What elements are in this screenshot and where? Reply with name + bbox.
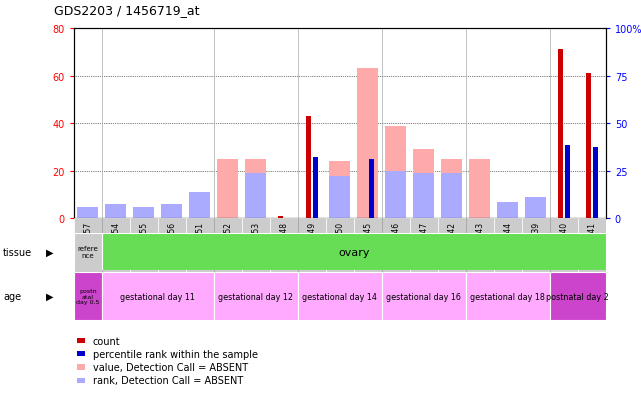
Bar <box>133 207 154 219</box>
Bar <box>410 219 438 275</box>
Text: percentile rank within the sample: percentile rank within the sample <box>93 349 258 359</box>
Bar <box>270 219 297 275</box>
Text: age: age <box>3 291 21 301</box>
Bar <box>74 219 102 275</box>
Bar <box>158 219 186 275</box>
Bar <box>213 219 242 275</box>
Bar <box>565 145 570 219</box>
Text: GSM120842: GSM120842 <box>447 222 456 268</box>
Text: count: count <box>93 336 121 346</box>
Bar <box>133 207 154 219</box>
Bar <box>525 197 546 219</box>
Bar <box>102 219 129 275</box>
Bar <box>497 202 518 219</box>
Bar <box>77 209 98 219</box>
Text: GSM120839: GSM120839 <box>531 222 540 268</box>
Bar <box>558 50 563 219</box>
Bar <box>586 74 591 219</box>
Text: GSM120843: GSM120843 <box>475 222 484 268</box>
Text: gestational day 14: gestational day 14 <box>303 292 377 301</box>
Bar <box>466 219 494 275</box>
Bar <box>105 205 126 219</box>
Text: GDS2203 / 1456719_at: GDS2203 / 1456719_at <box>54 4 200 17</box>
Text: GSM120841: GSM120841 <box>587 222 596 268</box>
Bar <box>246 174 266 219</box>
Text: ▶: ▶ <box>46 291 54 301</box>
Bar <box>413 174 434 219</box>
Text: GSM120845: GSM120845 <box>363 222 372 268</box>
Bar <box>441 159 462 219</box>
Bar <box>385 126 406 219</box>
Bar <box>246 159 266 219</box>
Bar <box>306 117 311 219</box>
Text: GSM120856: GSM120856 <box>167 222 176 268</box>
Bar <box>329 162 350 219</box>
Bar <box>550 273 606 320</box>
Text: gestational day 11: gestational day 11 <box>121 292 195 301</box>
Bar <box>313 157 317 219</box>
Bar <box>441 174 462 219</box>
Text: GSM120846: GSM120846 <box>391 222 400 268</box>
Bar <box>189 195 210 219</box>
Text: GSM120854: GSM120854 <box>112 222 121 268</box>
Text: GSM120850: GSM120850 <box>335 222 344 268</box>
Bar <box>522 219 550 275</box>
Text: value, Detection Call = ABSENT: value, Detection Call = ABSENT <box>93 362 248 372</box>
Text: GSM120853: GSM120853 <box>251 222 260 268</box>
Bar <box>385 171 406 219</box>
Bar <box>469 159 490 219</box>
Bar <box>382 273 466 320</box>
Bar <box>329 176 350 219</box>
Text: refere
nce: refere nce <box>78 245 98 259</box>
Bar <box>162 205 182 219</box>
Text: gestational day 12: gestational day 12 <box>218 292 293 301</box>
Text: GSM120848: GSM120848 <box>279 222 288 268</box>
Text: GSM120855: GSM120855 <box>139 222 148 268</box>
Text: postn
atal
day 0.5: postn atal day 0.5 <box>76 288 99 305</box>
Text: GSM120857: GSM120857 <box>83 222 92 268</box>
Bar <box>162 205 182 219</box>
Bar <box>213 273 297 320</box>
Text: GSM120844: GSM120844 <box>503 222 512 268</box>
Bar <box>217 159 238 219</box>
Text: ovary: ovary <box>338 247 369 257</box>
Bar <box>74 273 102 320</box>
Bar <box>326 219 354 275</box>
Bar <box>494 219 522 275</box>
Bar <box>369 159 374 219</box>
Text: GSM120851: GSM120851 <box>196 222 204 268</box>
Bar <box>77 207 98 219</box>
Bar <box>525 197 546 219</box>
Text: postnatal day 2: postnatal day 2 <box>546 292 609 301</box>
Text: rank, Detection Call = ABSENT: rank, Detection Call = ABSENT <box>93 375 243 385</box>
Text: gestational day 18: gestational day 18 <box>470 292 545 301</box>
Text: tissue: tissue <box>3 247 32 257</box>
Bar <box>354 219 382 275</box>
Bar <box>438 219 466 275</box>
Bar <box>382 219 410 275</box>
Text: gestational day 16: gestational day 16 <box>387 292 461 301</box>
Text: GSM120852: GSM120852 <box>223 222 232 268</box>
Text: ▶: ▶ <box>46 247 54 257</box>
Bar <box>278 216 283 219</box>
Text: GSM120847: GSM120847 <box>419 222 428 268</box>
Bar <box>578 219 606 275</box>
Text: GSM120849: GSM120849 <box>307 222 316 268</box>
Bar <box>242 219 270 275</box>
Bar <box>357 69 378 219</box>
Text: GSM120840: GSM120840 <box>559 222 568 268</box>
Bar <box>550 219 578 275</box>
Bar <box>186 219 213 275</box>
Bar <box>297 219 326 275</box>
Bar <box>102 273 213 320</box>
Bar <box>105 205 126 219</box>
Bar <box>129 219 158 275</box>
Bar <box>413 150 434 219</box>
Bar <box>466 273 550 320</box>
Bar <box>189 193 210 219</box>
Bar <box>592 147 597 219</box>
Bar <box>74 233 102 271</box>
Bar <box>297 273 382 320</box>
